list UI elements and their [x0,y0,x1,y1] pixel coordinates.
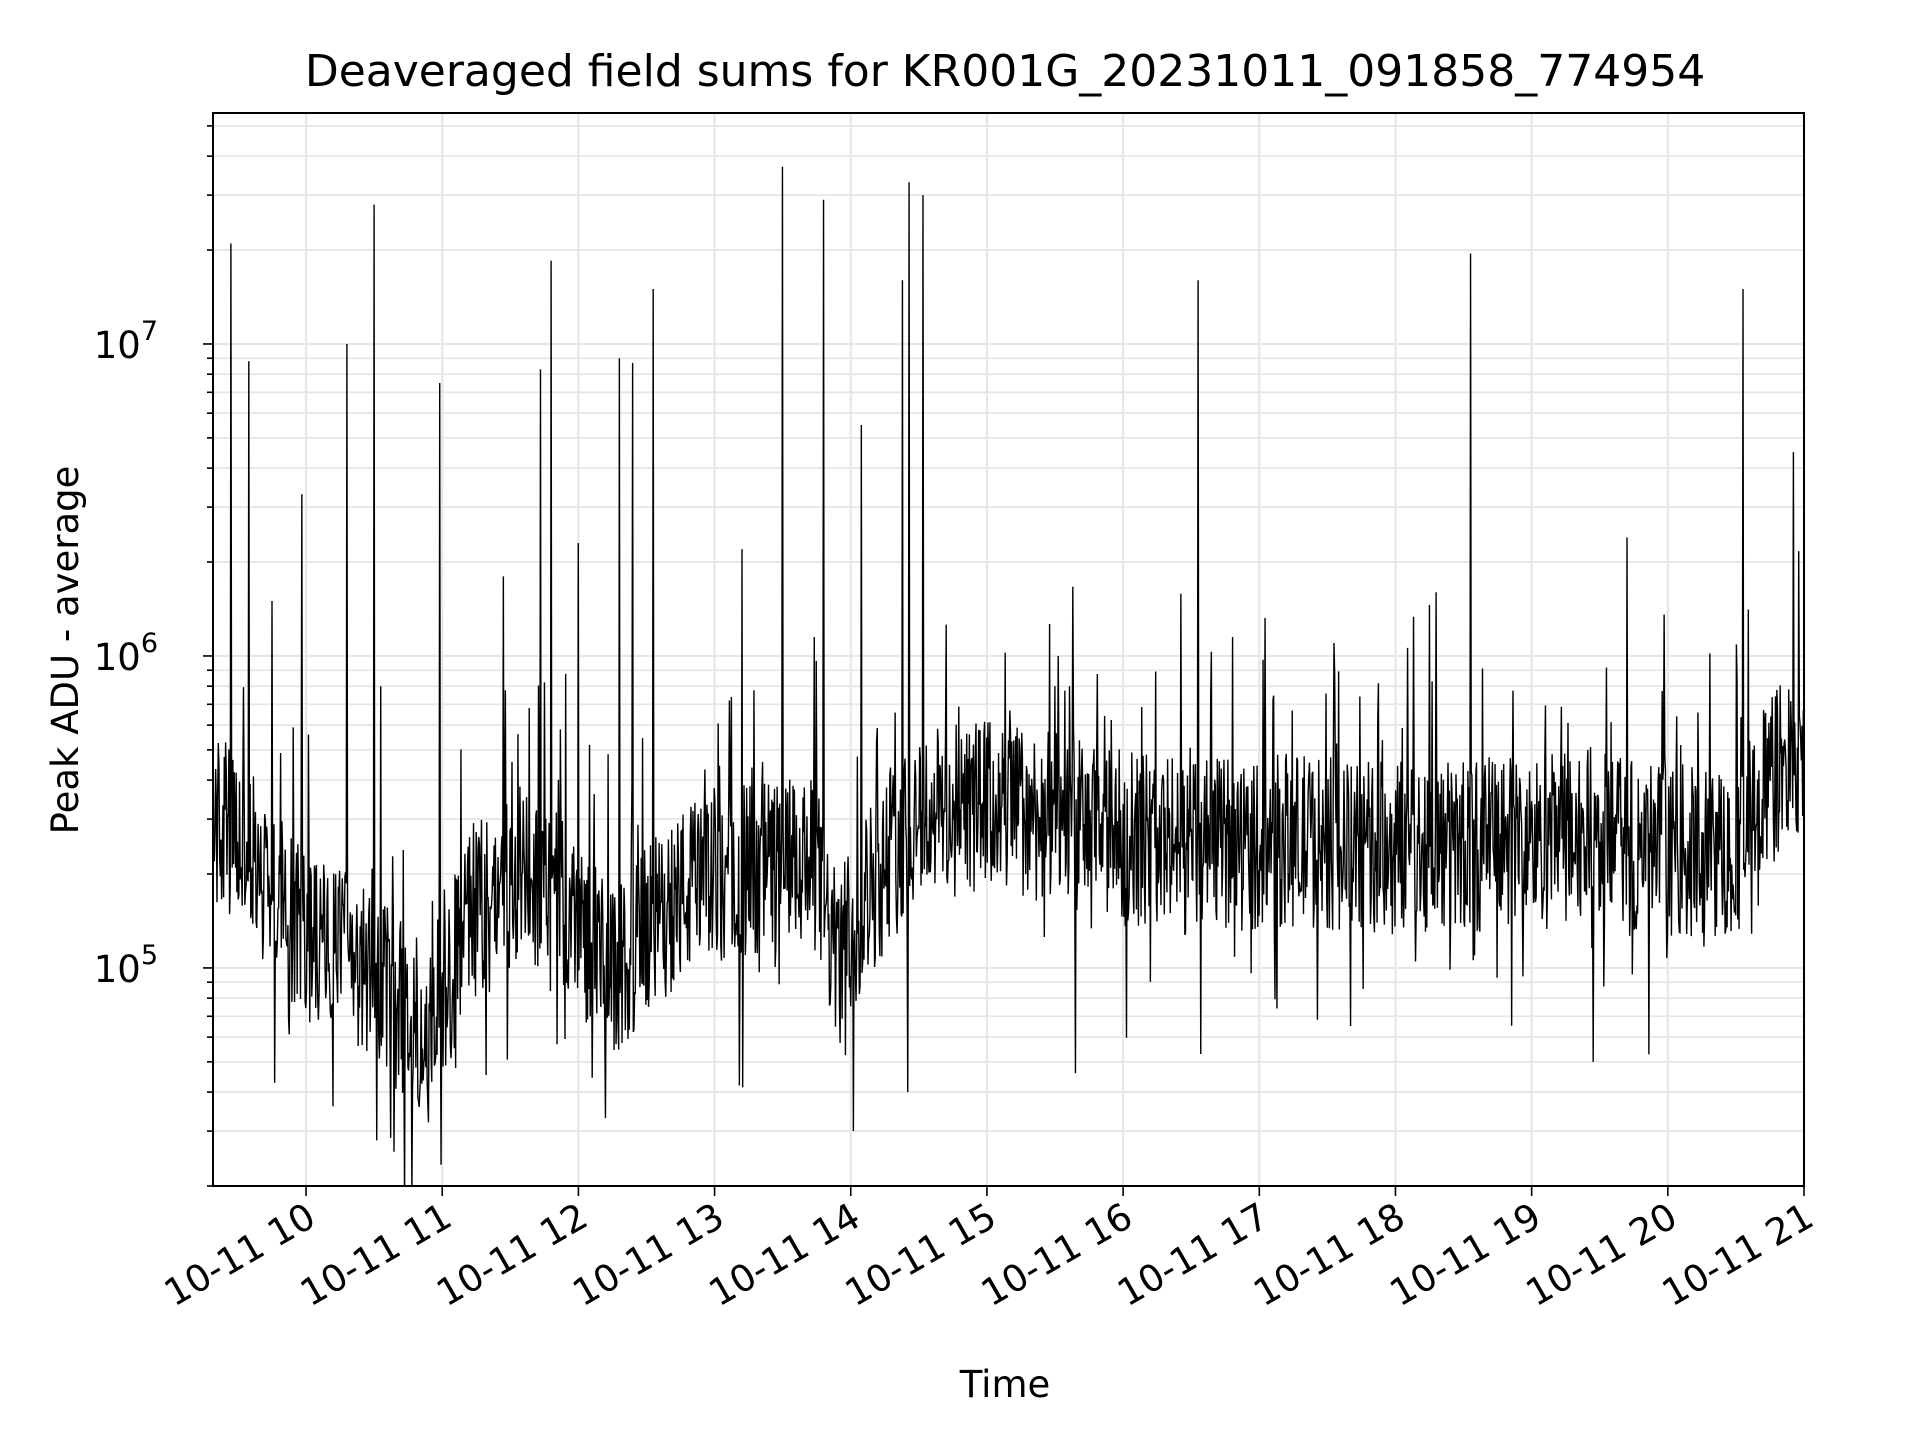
y-axis-label: Peak ADU - average [44,466,87,835]
chart-title: Deaveraged field sums for KR001G_2023101… [305,46,1705,97]
x-axis-label: Time [959,1363,1051,1406]
series-line [213,166,1804,1186]
y-tick-label: 107 [94,316,158,367]
plot-frame [212,112,1805,1187]
plot-area [213,166,1804,1186]
